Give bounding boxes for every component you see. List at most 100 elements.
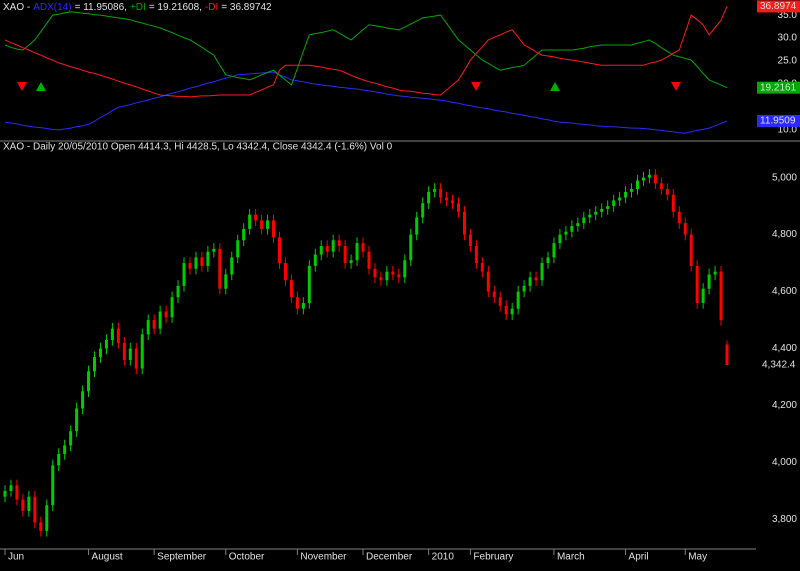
candle-body: [27, 496, 31, 511]
candle-body: [212, 248, 216, 252]
candle-body: [522, 285, 526, 292]
y-tick-label: 4,400: [772, 343, 797, 354]
candle-body: [385, 271, 389, 281]
candle-body: [659, 183, 663, 190]
candle-body: [695, 265, 699, 303]
buy-arrow: [550, 82, 560, 91]
candle-body: [630, 189, 634, 192]
candle-body: [283, 263, 287, 281]
candle-body: [254, 214, 258, 221]
candle-body: [158, 311, 162, 329]
candle-body: [87, 371, 91, 392]
candle-body: [439, 189, 443, 198]
candle-body: [104, 340, 108, 349]
x-tick-label: April: [629, 552, 649, 563]
candle-body: [98, 348, 102, 358]
candle-body: [224, 274, 228, 289]
legend-value: = 19.21608,: [149, 2, 202, 13]
candle-body: [713, 271, 717, 275]
x-tick-label: 2010: [432, 552, 455, 563]
candle-body: [164, 311, 168, 318]
y-tick-label: 5,000: [772, 172, 797, 183]
last-value-label: 19.2161: [760, 82, 797, 93]
candle-body: [677, 211, 681, 224]
candle-body: [33, 496, 37, 523]
candle-body: [421, 203, 425, 218]
candle-body: [188, 263, 192, 269]
candle-body: [355, 243, 359, 261]
x-tick-label: March: [557, 552, 585, 563]
candle-body: [570, 226, 574, 232]
candle-body: [266, 220, 270, 229]
candle-body: [45, 505, 49, 531]
candle-body: [653, 174, 657, 184]
candle-body: [134, 348, 138, 369]
candle-body: [63, 445, 67, 454]
candle-body: [242, 228, 246, 241]
candle-body: [349, 260, 353, 264]
legend-name: ADX(14): [33, 2, 71, 13]
candle-body: [319, 245, 323, 255]
last-value-label: 36.8974: [760, 1, 797, 12]
candle-body: [415, 217, 419, 235]
candle-body: [307, 265, 311, 303]
legend-value: = 11.95086,: [75, 2, 127, 13]
candle-body: [367, 251, 371, 269]
buy-arrow: [36, 82, 46, 91]
candle-body: [582, 217, 586, 224]
candle-body: [719, 271, 723, 321]
candle-body: [534, 277, 538, 281]
x-tick-label: February: [473, 552, 513, 563]
y-tick-label: 25.0: [778, 56, 798, 67]
candle-body: [3, 491, 7, 497]
candle-body: [403, 260, 407, 278]
sell-arrow: [671, 82, 681, 91]
signal-arrows: [17, 82, 681, 91]
candle-body: [128, 348, 132, 360]
candle-body: [325, 245, 329, 252]
candle-body: [546, 257, 550, 264]
candle-body: [564, 231, 568, 235]
candle-body: [510, 308, 514, 315]
legend-value: = 36.89742: [221, 2, 272, 13]
candle-body: [152, 320, 156, 329]
last-value-box: [757, 0, 800, 13]
candle-body: [93, 357, 97, 372]
candle-body: [57, 453, 61, 466]
candle-body: [606, 206, 610, 209]
candle-body: [689, 234, 693, 266]
candle-body: [51, 465, 55, 506]
candle-body: [427, 191, 431, 204]
candle-body: [301, 302, 305, 309]
x-tick-label: Jun: [8, 552, 24, 563]
candle-body: [176, 285, 180, 298]
candle-body: [116, 328, 120, 343]
price-title: XAO - Daily 20/05/2010 Open 4414.3, Hi 4…: [3, 142, 393, 153]
candle-body: [409, 234, 413, 261]
candle-body: [612, 200, 616, 207]
y-tick-label: 4,200: [772, 400, 797, 411]
candle-body: [81, 391, 85, 409]
candle-body: [683, 223, 687, 235]
x-tick-label: December: [366, 552, 413, 563]
y-tick-label: 3,800: [772, 514, 797, 525]
candle-body: [343, 245, 347, 264]
candle-body: [75, 408, 79, 432]
candle-body: [456, 203, 460, 212]
candle-body: [498, 297, 502, 306]
last-value-label: 11.9509: [760, 116, 796, 127]
indicator-line: [4, 71, 728, 134]
candle-body: [540, 263, 544, 281]
title-prefix: XAO -: [3, 2, 30, 13]
candle-body: [641, 177, 645, 181]
candle-body: [331, 240, 335, 252]
candle-body: [39, 522, 43, 531]
candle-body: [170, 297, 174, 318]
candle-body: [277, 237, 281, 264]
candle-body: [647, 174, 651, 178]
last-value-box: [757, 81, 800, 94]
y-tick-label: 4,000: [772, 457, 797, 468]
last-value-box: [757, 114, 800, 127]
